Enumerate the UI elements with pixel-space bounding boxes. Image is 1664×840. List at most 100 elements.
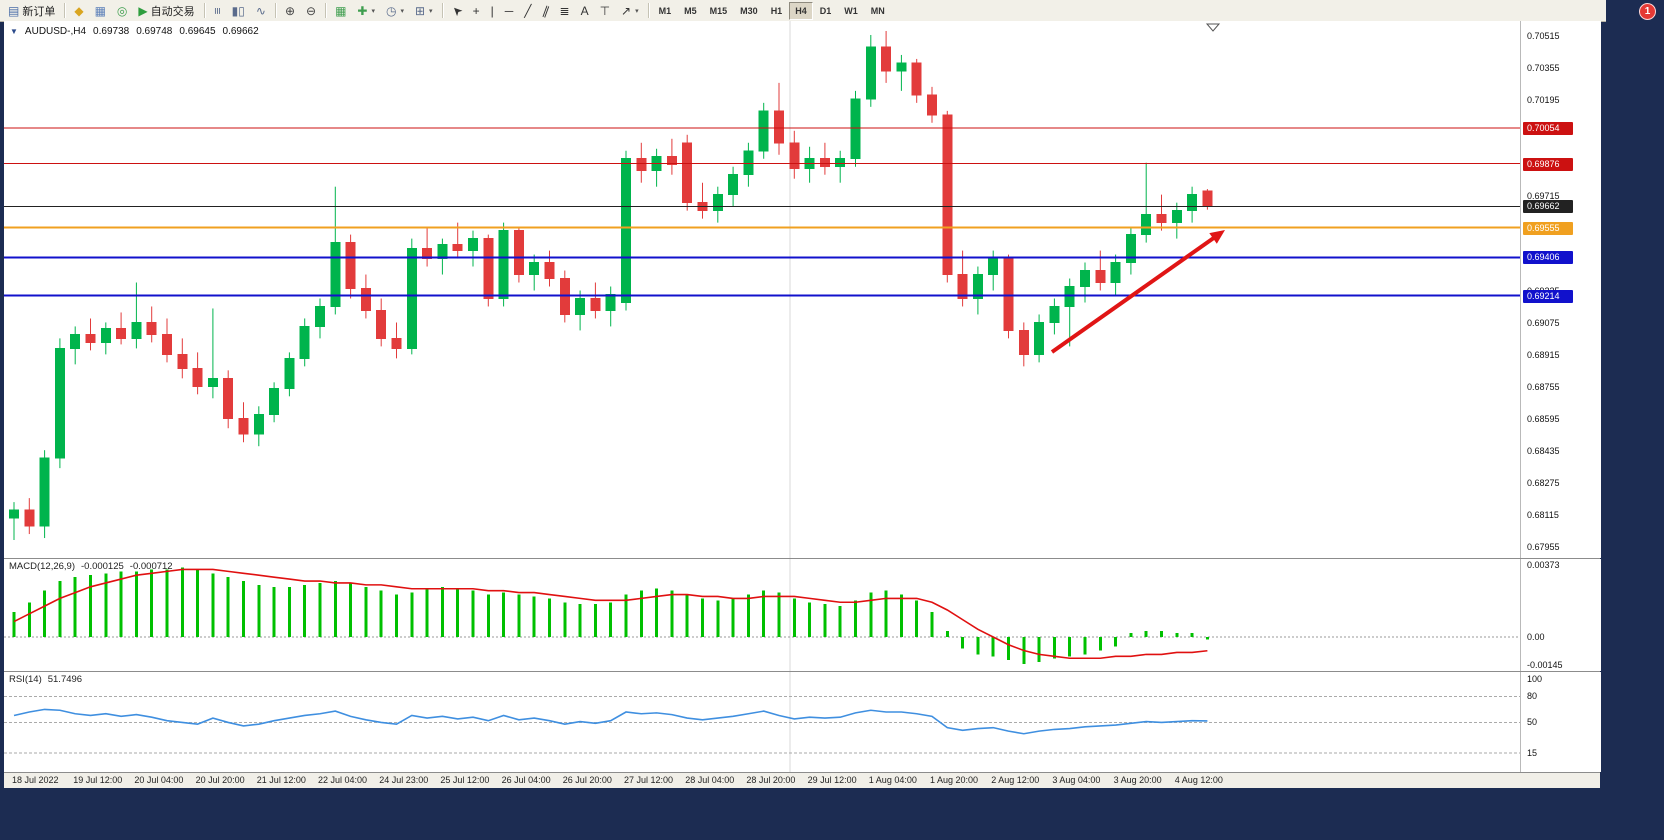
macd-histogram-bar [410,592,414,638]
timeframe-mn-button[interactable]: MN [870,5,885,16]
candlestick [9,509,19,519]
panel-separator[interactable] [4,671,1600,672]
macd-histogram-bar [1052,637,1056,659]
trend-arrow-head[interactable] [1209,230,1225,244]
timeframe-d1-button[interactable]: D1 [819,5,832,16]
profiles-button[interactable]: ▦ [90,0,111,21]
macd-histogram-bar [1037,637,1041,663]
horizontal-line-button[interactable]: ─ [500,0,519,21]
candlestick [988,258,999,276]
indicators-icon: ✚ [357,3,368,18]
cursor-button[interactable]: ➤ [447,0,467,21]
toolbar-separator [325,3,327,18]
vertical-line-icon: | [490,3,494,18]
metaeditor-button[interactable]: ◆ [69,0,88,21]
macd-histogram-bar [43,590,47,638]
candlestick [223,377,234,419]
trendline-button[interactable]: ╱ [519,0,536,21]
candlestick [774,110,784,144]
macd-histogram-bar [303,584,307,638]
time-axis-label: 1 Aug 20:00 [930,775,979,785]
trend-arrow-annotation[interactable] [1050,232,1220,354]
candlestick-chart-icon: ▮▯ [231,3,245,18]
candlestick [24,509,35,527]
timeframe-m5-button[interactable]: M5 [684,5,697,16]
indicators-button[interactable]: ✚ ▾ [352,0,380,21]
fibonacci-button[interactable]: ≣ [555,0,575,21]
macd-axis-label: -0.00145 [1527,660,1563,670]
macd-histogram-bar [211,573,215,638]
market-watch-button[interactable]: ◎ [112,0,132,21]
time-axis[interactable]: 18 Jul 2022 19 Jul 12:00 20 Jul 04:00 20 Ju… [4,773,1600,788]
macd-histogram-bar [869,592,873,638]
panel-separator[interactable] [4,558,1600,559]
templates-button[interactable]: ⊞ ▾ [410,0,438,21]
zoom-in-button[interactable]: ⊕ [280,0,300,21]
time-axis-label: 26 Jul 04:00 [501,775,551,785]
candlestick [422,248,433,260]
candlestick [269,387,280,415]
candlestick [1110,262,1121,284]
chart-symbol-period: AUDUSD-,H4 [24,26,87,37]
text-button[interactable]: A [576,0,594,21]
time-axis-label: 24 Jul 23:00 [379,775,429,785]
candlestick [1095,270,1106,284]
notification-badge[interactable]: 1 [1639,3,1656,20]
rsi-plot[interactable] [4,672,1520,772]
macd-signal-line [13,568,1208,660]
timeframe-m30-button[interactable]: M30 [740,5,758,16]
periods-button[interactable]: ◷ ▾ [381,0,409,21]
zoom-out-icon: ⊖ [306,3,317,18]
timeframe-w1-button[interactable]: W1 [844,5,858,16]
price-axis[interactable]: 0.705150.703550.701950.700350.698750.697… [1520,21,1601,558]
candlestick [575,297,586,315]
macd-main-value: -0.000125 [81,561,124,572]
candlestick [1049,305,1060,323]
candlestick [376,309,387,339]
bar-chart-button[interactable]: ≡ [209,0,226,21]
tile-windows-button[interactable]: ▦ [330,0,351,21]
autotrading-button-label: 自动交易 [150,5,195,18]
text-icon: A [580,3,589,18]
macd-histogram-bar [1205,637,1209,640]
macd-plot[interactable] [4,559,1520,671]
timeframe-m15-button[interactable]: M15 [709,5,728,16]
candlestick [819,158,830,168]
macd-histogram-bar [1190,633,1194,638]
price-tag: 0.69662 [1523,200,1573,214]
macd-axis[interactable]: 0.00373 0.00 -0.00145 [1520,559,1601,671]
macd-histogram-bar [257,584,261,638]
autotrading-button[interactable]: ▶ 自动交易 [133,0,199,21]
time-axis-label: 20 Jul 04:00 [134,775,184,785]
panel-separator[interactable] [4,772,1600,773]
arrows-button[interactable]: ↗ ▾ [616,0,644,21]
candlestick [468,238,478,252]
macd-histogram-bar [272,586,276,638]
timeframe-h1-button[interactable]: H1 [770,5,783,16]
macd-histogram-bar [89,575,92,638]
rsi-axis[interactable]: 100 80 50 15 [1520,672,1601,772]
macd-histogram-bar [808,602,812,638]
text-label-icon: ⊤ [599,3,611,18]
zoom-out-button[interactable]: ⊖ [301,0,321,21]
line-chart-button[interactable]: ∿ [251,0,271,21]
macd-histogram-bar [1098,637,1102,651]
price-axis-label: 0.68755 [1527,382,1560,393]
macd-axis-label: 0.00373 [1527,559,1560,570]
macd-histogram-bar [976,637,980,655]
text-label-button[interactable]: ⊤ [595,0,615,21]
timeframe-h4-button[interactable]: H4 [789,1,813,20]
rsi-axis-label: 50 [1527,717,1538,728]
vertical-line-button[interactable]: | [486,0,499,21]
price-axis-label: 0.69715 [1527,190,1560,201]
channel-button[interactable]: ∥ [538,0,554,21]
candlestick-chart-button[interactable]: ▮▯ [227,0,250,21]
timeframe-m1-button[interactable]: M1 [658,5,672,16]
macd-histogram-bar [395,594,398,638]
candlestick [1080,270,1090,288]
candlestick [1156,214,1167,224]
candlestick [54,347,65,459]
main-chart-plot[interactable] [4,21,1520,558]
crosshair-button[interactable]: + [468,0,485,21]
new-order-button[interactable]: ▤ 新订单 [3,0,60,21]
